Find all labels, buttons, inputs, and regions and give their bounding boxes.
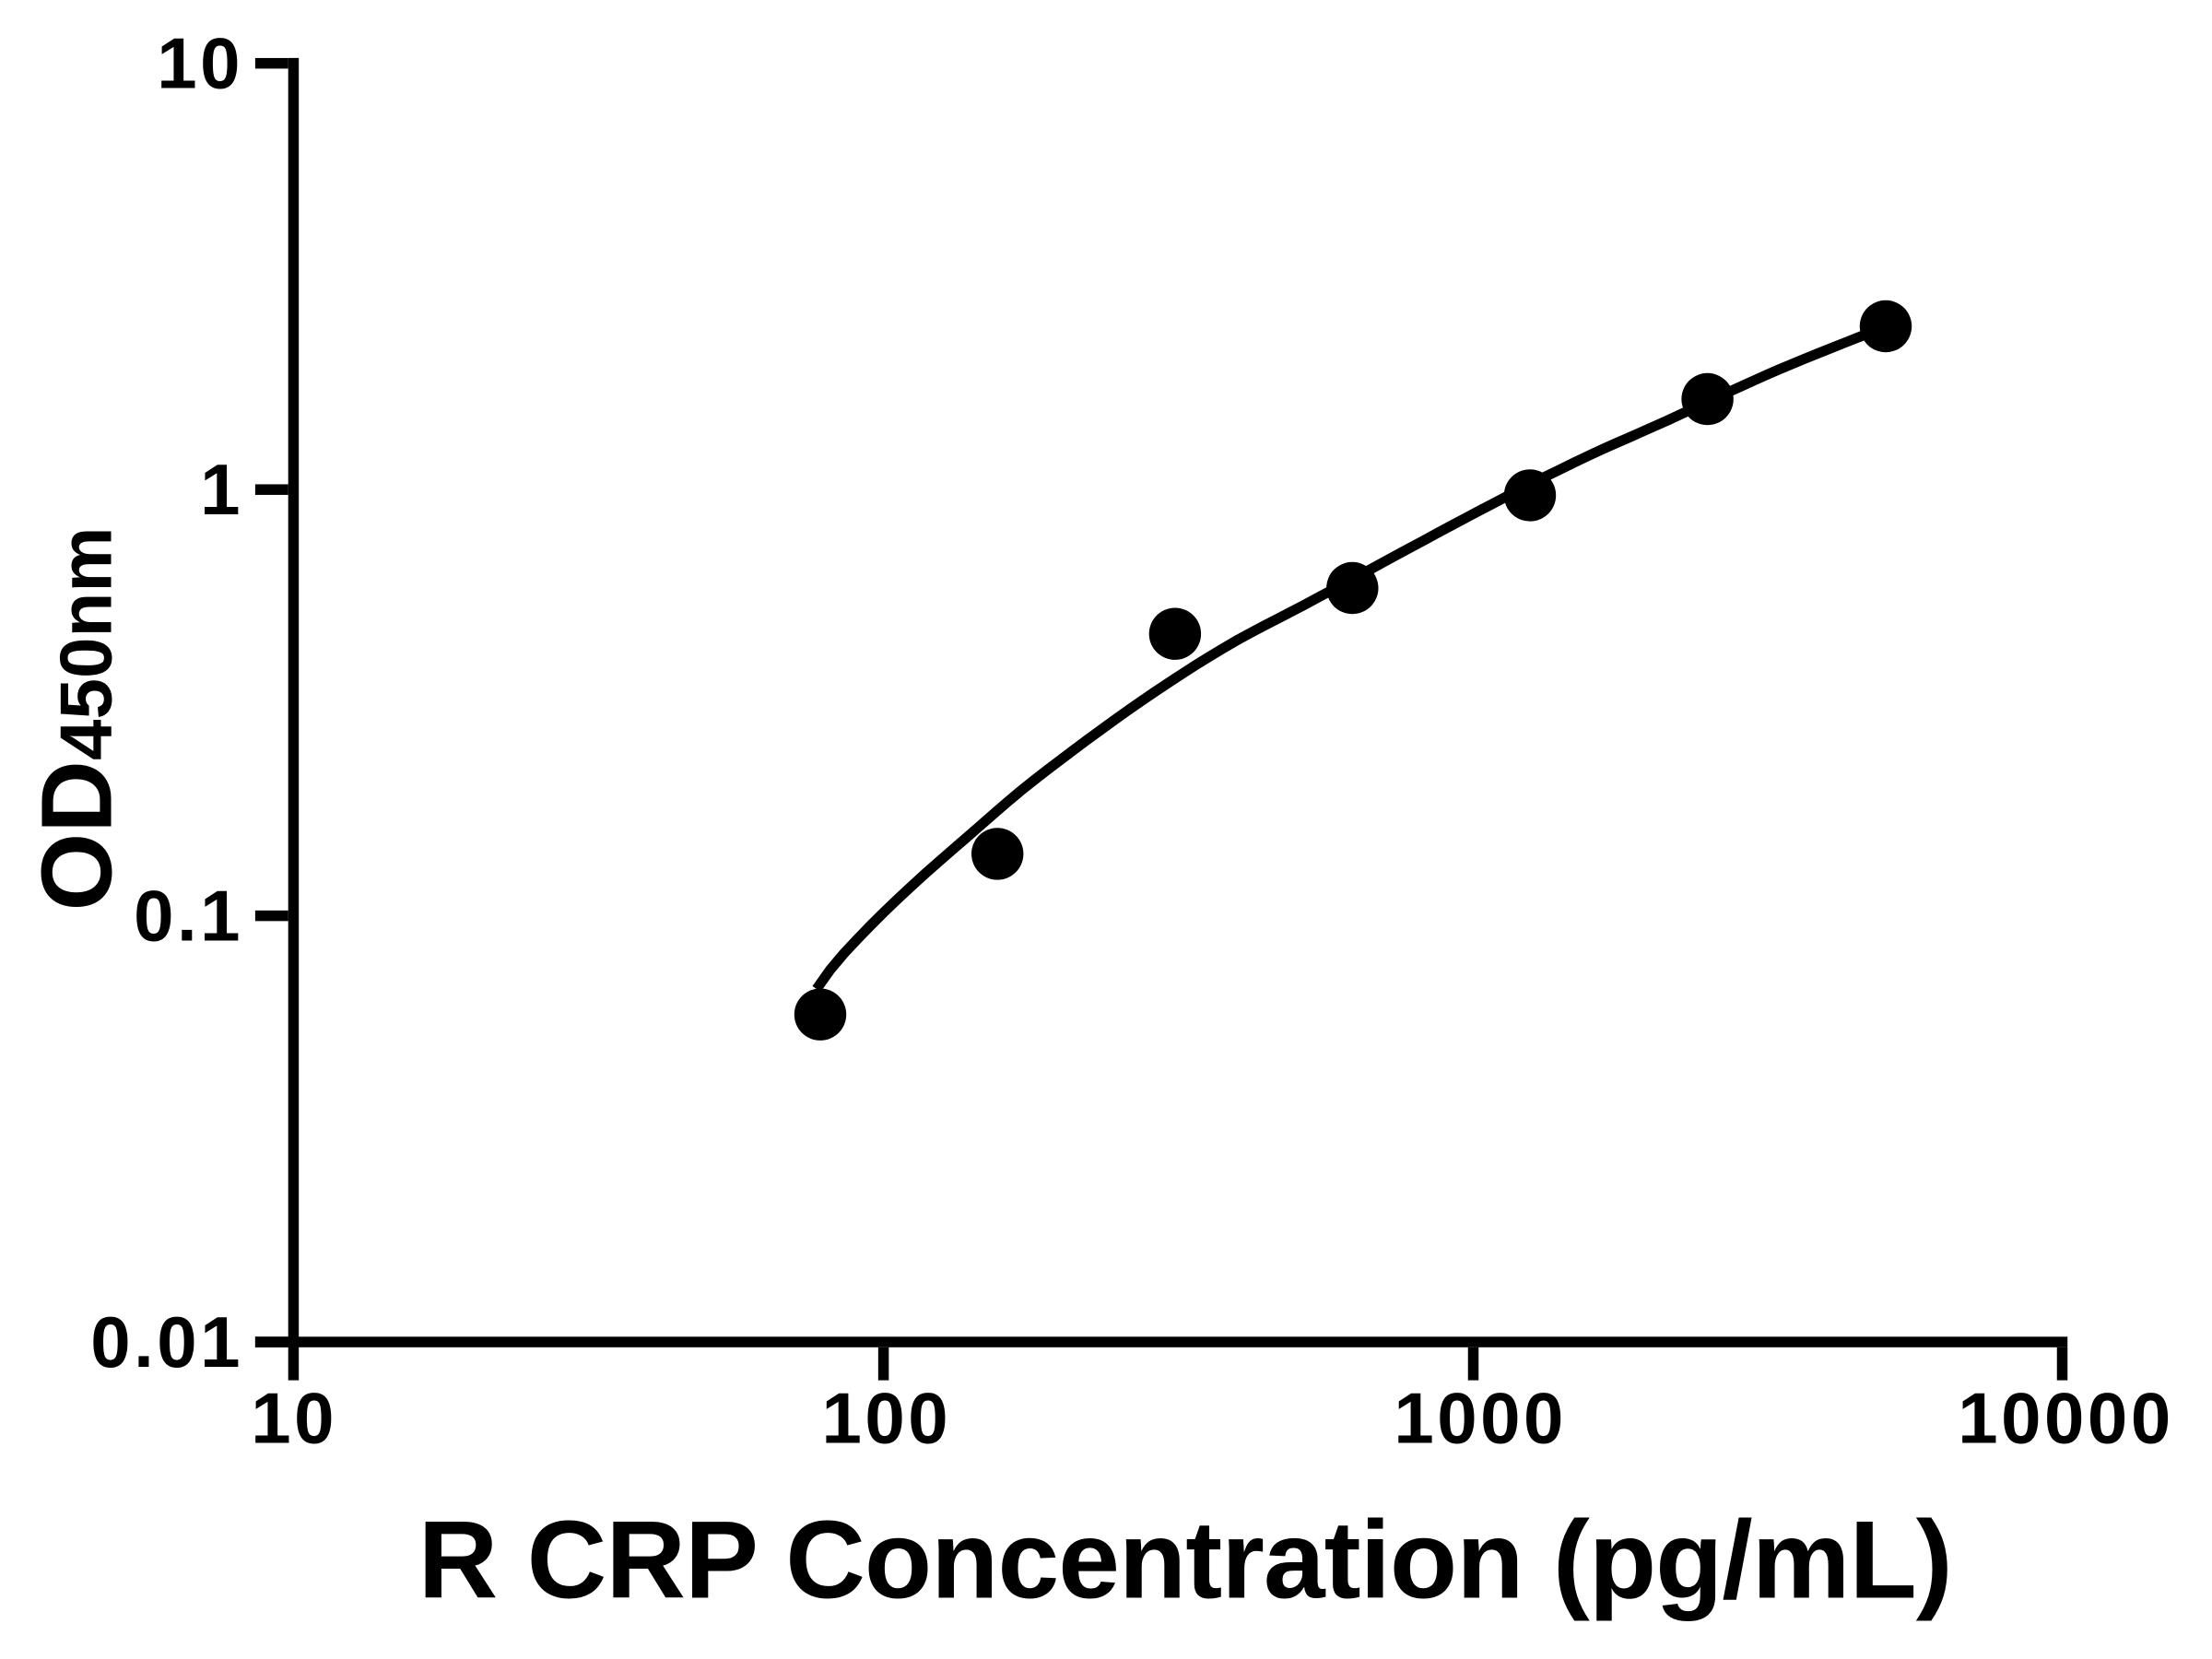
- svg-text:R CRP Concentration (pg/mL): R CRP Concentration (pg/mL): [418, 1499, 1952, 1622]
- svg-text:1000: 1000: [1394, 1377, 1567, 1458]
- svg-text:0.01: 0.01: [90, 1301, 243, 1382]
- svg-text:1: 1: [200, 449, 243, 530]
- svg-text:100: 100: [821, 1377, 951, 1458]
- svg-text:OD450nm: OD450nm: [21, 527, 134, 912]
- svg-text:0.1: 0.1: [134, 876, 243, 957]
- svg-text:10: 10: [251, 1377, 337, 1458]
- svg-text:10000: 10000: [1958, 1377, 2173, 1458]
- svg-text:10: 10: [157, 23, 243, 104]
